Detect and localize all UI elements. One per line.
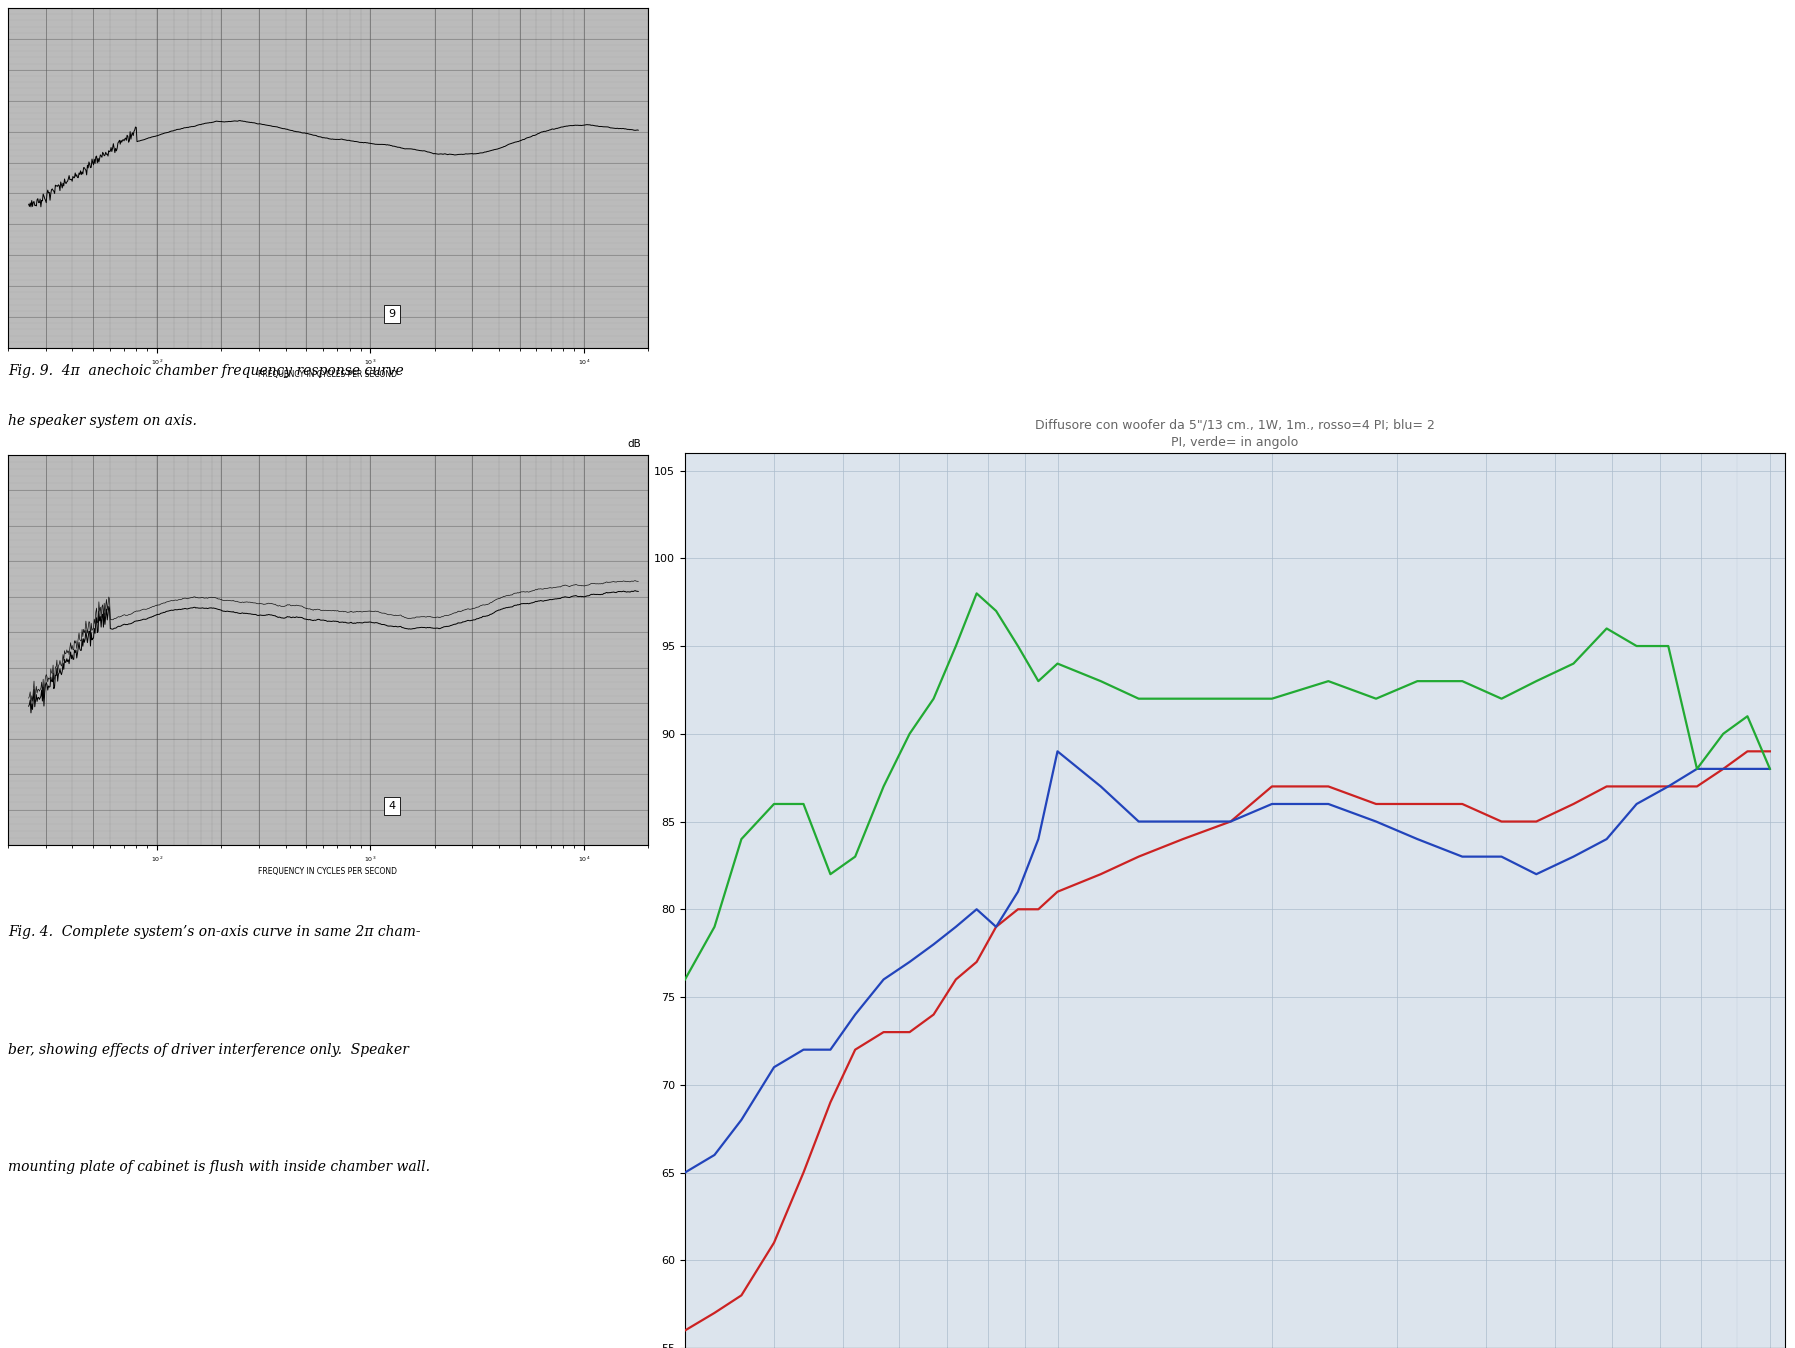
Text: L’ambiguità: L’ambiguità	[1120, 32, 1335, 66]
Text: Qui sotto un altro esempio, con il: Qui sotto un altro esempio, con il	[705, 430, 1030, 449]
Text: Osservando i due tracciati alla sinistra,: Osservando i due tracciati alla sinistra…	[705, 190, 1086, 209]
Text: quando si affiancano più diffusori.: quando si affiancano più diffusori.	[705, 563, 1038, 584]
Text: Fig. 9.  4π  anechoic chamber frequency response curve: Fig. 9. 4π anechoic chamber frequency re…	[7, 364, 404, 377]
Text: delle misure (1): delle misure (1)	[1079, 113, 1377, 146]
Text: bassa, causate dalla presenza di UNA: bassa, causate dalla presenza di UNA	[705, 324, 1072, 342]
Text: gli stessi comportamenti si rilevano: gli stessi comportamenti si rilevano	[705, 519, 1054, 538]
X-axis label: FREQUENCY IN CYCLES PER SECOND: FREQUENCY IN CYCLES PER SECOND	[258, 369, 397, 379]
Text: differenze notevoli, specie in gamma: differenze notevoli, specie in gamma	[705, 279, 1068, 298]
Text: sola parete riflettente (il pavimento).: sola parete riflettente (il pavimento).	[705, 368, 1068, 387]
Text: dB: dB	[626, 438, 641, 449]
Text: 4: 4	[388, 801, 395, 811]
Text: he speaker system on axis.: he speaker system on axis.	[7, 414, 197, 429]
Text: ber, showing effects of driver interference only.  Speaker: ber, showing effects of driver interfere…	[7, 1043, 409, 1057]
Text: 9: 9	[388, 309, 395, 319]
Text: confronto tra angolo-parete-stand:: confronto tra angolo-parete-stand:	[705, 474, 1045, 493]
Text: rilevati sullo stesso diffusore, si notano: rilevati sullo stesso diffusore, si nota…	[705, 235, 1088, 253]
Text: mounting plate of cabinet is flush with inside chamber wall.: mounting plate of cabinet is flush with …	[7, 1161, 431, 1174]
Title: Diffusore con woofer da 5"/13 cm., 1W, 1m., rosso=4 PI; blu= 2
PI, verde= in ang: Diffusore con woofer da 5"/13 cm., 1W, 1…	[1036, 418, 1434, 449]
X-axis label: FREQUENCY IN CYCLES PER SECOND: FREQUENCY IN CYCLES PER SECOND	[258, 867, 397, 876]
Text: Fig. 4.  Complete system’s on-axis curve in same 2π cham-: Fig. 4. Complete system’s on-axis curve …	[7, 925, 420, 940]
